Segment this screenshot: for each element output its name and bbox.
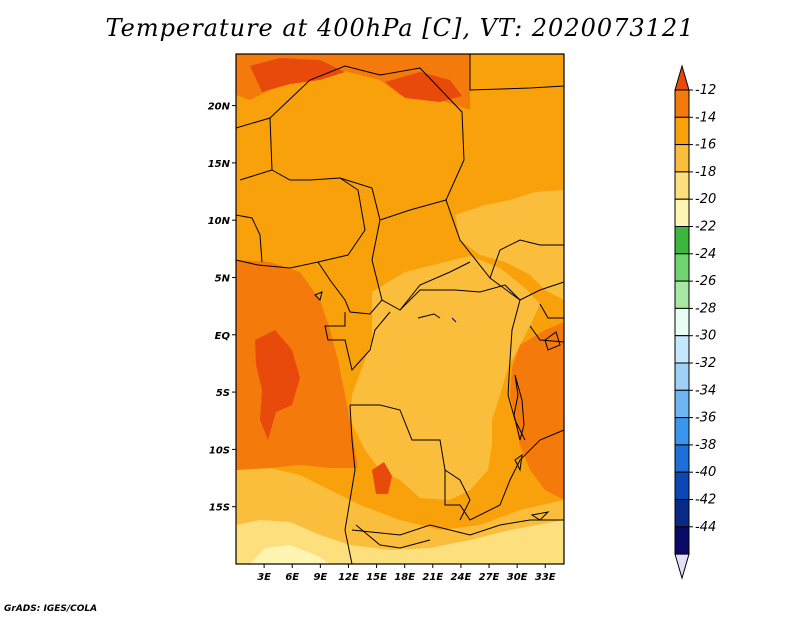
lon-tick-label: 3E: [257, 572, 271, 583]
lon-tick-label: 9E: [313, 572, 327, 583]
temperature-region-south-pale: [250, 545, 330, 564]
colorbar-label: -38: [695, 438, 716, 453]
temperature-region-warm-atlantic: [255, 330, 300, 440]
lon-tick-label: 15E: [366, 572, 387, 583]
lon-tick-label: 30E: [507, 572, 528, 583]
colorbar-swatch: [674, 280, 690, 309]
colorbar-label: -18: [695, 165, 716, 180]
country-borders: [235, 54, 565, 565]
colorbar-swatch: [674, 171, 690, 200]
colorbar-label: -30: [695, 329, 716, 344]
colorbar-swatch: [674, 307, 690, 337]
lon-tick-label: 21E: [422, 572, 443, 583]
colorbar-swatch: [674, 362, 690, 391]
colorbar-label: -12: [695, 83, 716, 98]
lat-tick-label: 10S: [209, 445, 230, 456]
temperature-region-warm-angola: [372, 462, 392, 494]
temperature-region-east-lakes: [510, 322, 564, 500]
colorbar-label: -42: [695, 493, 716, 508]
colorbar-label: -36: [695, 411, 716, 426]
colorbar-swatch: [674, 335, 690, 364]
longitude-axis: 3E 6E 9E 12E 15E 18E 21E 24E 27E 30E 33E: [257, 564, 556, 583]
colorbar-label: -22: [695, 220, 716, 235]
latitude-axis: 20N 15N 10N 5N EQ 5S 10S 15S: [208, 102, 236, 514]
colorbar-label: -16: [695, 138, 716, 153]
colorbar-swatch: [674, 499, 690, 528]
lon-tick-label: 27E: [479, 572, 500, 583]
colorbar-swatch: [674, 144, 690, 173]
colorbar-swatch: [674, 198, 690, 227]
lon-tick-label: 24E: [451, 572, 472, 583]
colorbar-swatch: [674, 389, 690, 419]
colorbar-swatch: [674, 226, 690, 255]
colorbar-label: -40: [695, 465, 716, 480]
lon-tick-label: 12E: [338, 572, 359, 583]
colorbar-bottom-arrow: [674, 553, 690, 580]
lat-tick-label: 15S: [209, 503, 230, 514]
lakes-outlines: [314, 291, 561, 521]
lat-tick-label: 5N: [215, 273, 231, 284]
chart-title: Temperature at 400hPa [C], VT: 202007312…: [105, 14, 695, 42]
colorbar-swatch: [674, 471, 690, 501]
colorbar-label: -44: [695, 520, 716, 535]
temperature-region-far-south: [236, 520, 564, 564]
lon-tick-label: 18E: [394, 572, 415, 583]
colorbar-label: -28: [695, 301, 716, 316]
colorbar-label: -20: [695, 192, 716, 207]
temperature-region-warm-north: [250, 58, 345, 92]
colorbar-swatch: [674, 89, 690, 118]
colorbar-label: -14: [695, 110, 716, 125]
colorbar-swatch: [674, 417, 690, 446]
colorbar-label: -26: [695, 274, 716, 289]
temperature-field: [236, 54, 564, 564]
colorbar-label: -24: [695, 247, 716, 262]
temperature-region-central-basin: [350, 256, 540, 500]
lat-tick-label: 5S: [216, 388, 230, 399]
lat-tick-label: 20N: [208, 102, 231, 113]
lat-tick-label: 15N: [208, 159, 231, 170]
colorbar-swatch: [674, 253, 690, 282]
colorbar-label: -34: [695, 383, 716, 398]
credit-label: GrADS: IGES/COLA: [4, 604, 98, 614]
colorbar-swatch: [674, 116, 690, 146]
lat-tick-label: EQ: [215, 331, 231, 342]
colorbar-swatch: [674, 526, 690, 555]
map-frame: [235, 53, 565, 565]
temperature-region-warm-sahel: [385, 72, 462, 102]
colorbar: -12 -14 -16 -18 -20 -22 -24 -26 -28 -30 -32 -34 -36 -…: [674, 64, 716, 580]
temperature-region-northeast: [470, 54, 564, 100]
lon-tick-label: 33E: [535, 572, 556, 583]
colorbar-swatch: [674, 444, 690, 473]
colorbar-top-arrow: [674, 64, 690, 91]
colorbar-label: -32: [695, 356, 716, 371]
lat-tick-label: 10N: [208, 216, 231, 227]
lon-tick-label: 6E: [285, 572, 299, 583]
